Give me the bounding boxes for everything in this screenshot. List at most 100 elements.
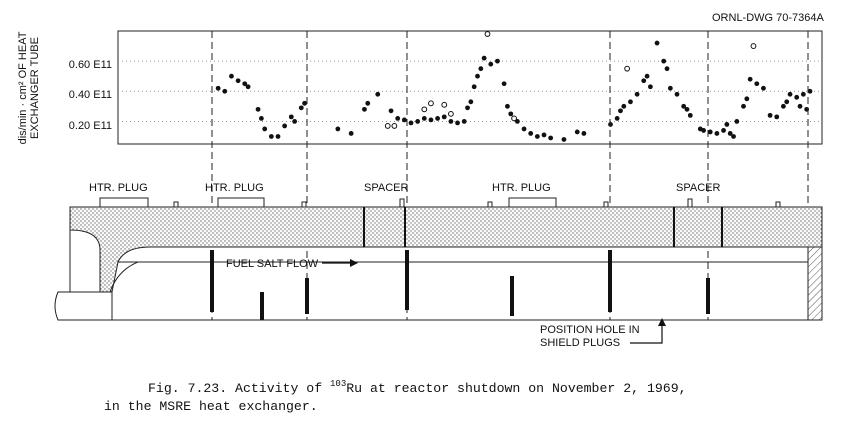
caption-suffix: Ru at reactor shutdown on November 2, 19… [346, 381, 686, 396]
data-point-filled-23 [401, 117, 407, 123]
data-point-filled-46 [528, 131, 534, 136]
position-note-line-2: SHIELD PLUGS [540, 337, 620, 349]
top-fitting-2 [301, 201, 307, 208]
data-point-filled-75 [724, 122, 730, 127]
data-point-filled-63 [661, 58, 667, 64]
end-cap [807, 246, 823, 321]
data-point-filled-65 [667, 85, 673, 91]
data-point-filled-24 [408, 120, 414, 126]
data-point-filled-6 [255, 106, 261, 112]
data-point-filled-52 [581, 131, 587, 136]
section-label-htr-plug-2: HTR. PLUG [205, 182, 264, 194]
data-point-filled-32 [461, 119, 467, 124]
baffles [363, 207, 723, 247]
heater-plug-outline-2 [217, 197, 265, 207]
data-point-filled-91 [800, 91, 806, 97]
data-point-filled-7 [258, 115, 264, 121]
top-fitting-4 [487, 201, 493, 208]
data-point-filled-66 [674, 91, 680, 97]
y-tick-label-0.40: 0.40 E11 [69, 89, 112, 101]
data-point-open-4 [441, 101, 448, 108]
data-point-filled-39 [488, 61, 494, 67]
data-point-filled-49 [548, 135, 554, 141]
tube-bundle [69, 206, 823, 293]
data-point-filled-33 [465, 105, 470, 111]
section-label-htr-plug-1: HTR. PLUG [89, 182, 148, 194]
data-point-filled-42 [505, 103, 510, 109]
data-point-filled-10 [275, 134, 281, 139]
data-point-filled-4 [242, 81, 248, 87]
data-point-filled-17 [348, 131, 354, 136]
data-point-open-5 [448, 110, 454, 117]
data-point-filled-87 [784, 99, 790, 105]
data-point-filled-69 [687, 112, 693, 118]
data-point-filled-41 [501, 81, 507, 87]
data-point-filled-67 [681, 103, 687, 109]
data-point-filled-85 [774, 114, 780, 120]
data-point-filled-64 [664, 66, 670, 72]
data-point-filled-29 [441, 114, 447, 120]
data-point-filled-62 [654, 40, 660, 46]
figure-caption-line-2: in the MSRE heat exchanger. [104, 399, 318, 414]
data-point-filled-31 [455, 120, 460, 126]
data-point-filled-27 [428, 117, 434, 123]
data-point-filled-21 [388, 108, 394, 114]
data-point-filled-36 [475, 73, 480, 79]
data-point-filled-20 [375, 91, 381, 97]
support-bars [210, 250, 710, 320]
data-point-filled-2 [229, 73, 234, 79]
data-point-open-0 [384, 123, 391, 129]
data-point-filled-78 [734, 119, 740, 124]
data-point-filled-82 [754, 81, 760, 87]
data-point-filled-90 [797, 103, 803, 109]
data-point-filled-28 [435, 115, 440, 121]
data-point-filled-30 [448, 119, 454, 124]
data-point-open-9 [750, 43, 757, 49]
data-point-filled-34 [468, 99, 474, 105]
data-point-filled-86 [781, 103, 786, 109]
data-point-filled-15 [302, 100, 307, 106]
y-tick-label-0.60: 0.60 E11 [69, 59, 112, 71]
y-axis-label-line-2: EXCHANGER TUBE [29, 37, 41, 139]
data-point-open-6 [484, 31, 491, 37]
data-point-filled-22 [395, 115, 401, 121]
data-point-filled-58 [634, 91, 640, 97]
data-point-filled-0 [215, 85, 221, 91]
data-point-filled-80 [744, 96, 750, 102]
flow-arrow [322, 259, 358, 267]
y-tick-label-0.20: 0.20 E11 [69, 120, 112, 132]
data-point-filled-93 [807, 88, 813, 94]
caption-prefix: Fig. 7.23. Activity of [148, 381, 330, 396]
data-point-filled-40 [495, 58, 500, 64]
position-arrow [630, 318, 666, 344]
shell-curve [109, 261, 139, 293]
data-point-filled-37 [478, 66, 484, 72]
data-point-filled-88 [787, 91, 793, 97]
data-point-filled-81 [747, 76, 753, 82]
y-axis-label: dis/min · cm² OF HEAT EXCHANGER TUBE [17, 31, 41, 144]
data-point-filled-48 [541, 132, 547, 138]
top-fitting-5 [603, 201, 609, 208]
y-axis-label-line-1: dis/min · cm² OF HEAT [17, 31, 29, 144]
data-point-filled-18 [362, 106, 367, 112]
data-point-filled-35 [471, 84, 477, 90]
data-point-filled-79 [741, 103, 746, 109]
caption-superscript: 103 [330, 379, 346, 389]
section-label-htr-plug-3: HTR. PLUG [492, 182, 551, 194]
y-tick-labels: 0.60 E11 0.40 E11 0.20 E11 [69, 59, 112, 132]
section-dividers [211, 31, 809, 320]
data-point-filled-14 [298, 105, 304, 111]
figure-caption-line-1: Fig. 7.23. Activity of 103Ru at reactor … [148, 379, 687, 396]
data-point-filled-89 [794, 94, 800, 100]
position-note-line-1: POSITION HOLE IN [540, 324, 640, 336]
top-fitting-1 [173, 201, 179, 208]
data-point-filled-5 [245, 84, 251, 90]
heater-plug-outline-3 [508, 197, 557, 207]
data-point-filled-54 [614, 115, 620, 121]
data-point-filled-72 [707, 129, 713, 135]
data-point-filled-1 [222, 88, 228, 94]
inlet-nozzle [54, 291, 113, 321]
plot-area: 0.60 E11 0.40 E11 0.20 E11 [69, 30, 823, 145]
plot-frame [117, 30, 823, 145]
data-point-filled-11 [282, 123, 288, 129]
